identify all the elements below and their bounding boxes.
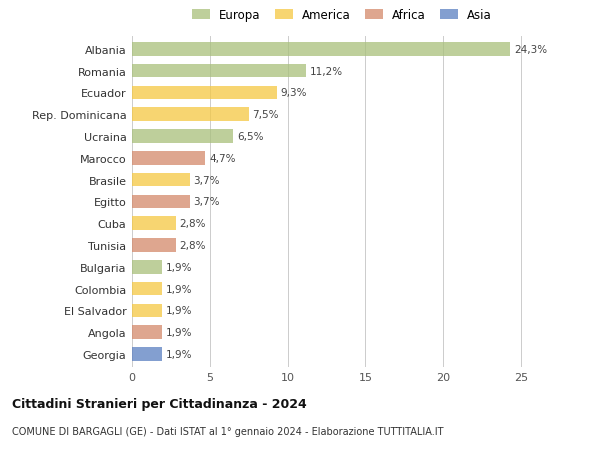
Bar: [132, 347, 161, 361]
Text: 11,2%: 11,2%: [310, 67, 343, 77]
Text: 1,9%: 1,9%: [166, 284, 192, 294]
Bar: [132, 282, 161, 296]
Bar: [132, 195, 190, 209]
Text: 1,9%: 1,9%: [166, 349, 192, 359]
Bar: [132, 43, 510, 56]
Bar: [132, 239, 176, 252]
Bar: [132, 260, 161, 274]
Text: 4,7%: 4,7%: [209, 153, 235, 163]
Bar: [132, 326, 161, 339]
Text: 9,3%: 9,3%: [281, 88, 307, 98]
Text: 7,5%: 7,5%: [253, 110, 279, 120]
Text: Cittadini Stranieri per Cittadinanza - 2024: Cittadini Stranieri per Cittadinanza - 2…: [12, 397, 307, 410]
Text: 1,9%: 1,9%: [166, 306, 192, 316]
Text: 24,3%: 24,3%: [514, 45, 547, 55]
Text: 3,7%: 3,7%: [193, 197, 220, 207]
Bar: [132, 304, 161, 318]
Text: 1,9%: 1,9%: [166, 262, 192, 272]
Bar: [132, 108, 248, 122]
Text: 2,8%: 2,8%: [179, 218, 206, 229]
Bar: [132, 217, 176, 230]
Bar: [132, 174, 190, 187]
Text: 2,8%: 2,8%: [179, 241, 206, 251]
Text: COMUNE DI BARGAGLI (GE) - Dati ISTAT al 1° gennaio 2024 - Elaborazione TUTTITALI: COMUNE DI BARGAGLI (GE) - Dati ISTAT al …: [12, 426, 443, 436]
Legend: Europa, America, Africa, Asia: Europa, America, Africa, Asia: [190, 6, 494, 24]
Bar: [132, 152, 205, 165]
Bar: [132, 130, 233, 144]
Bar: [132, 65, 306, 78]
Text: 1,9%: 1,9%: [166, 327, 192, 337]
Bar: [132, 86, 277, 100]
Text: 6,5%: 6,5%: [237, 132, 263, 142]
Text: 3,7%: 3,7%: [193, 175, 220, 185]
